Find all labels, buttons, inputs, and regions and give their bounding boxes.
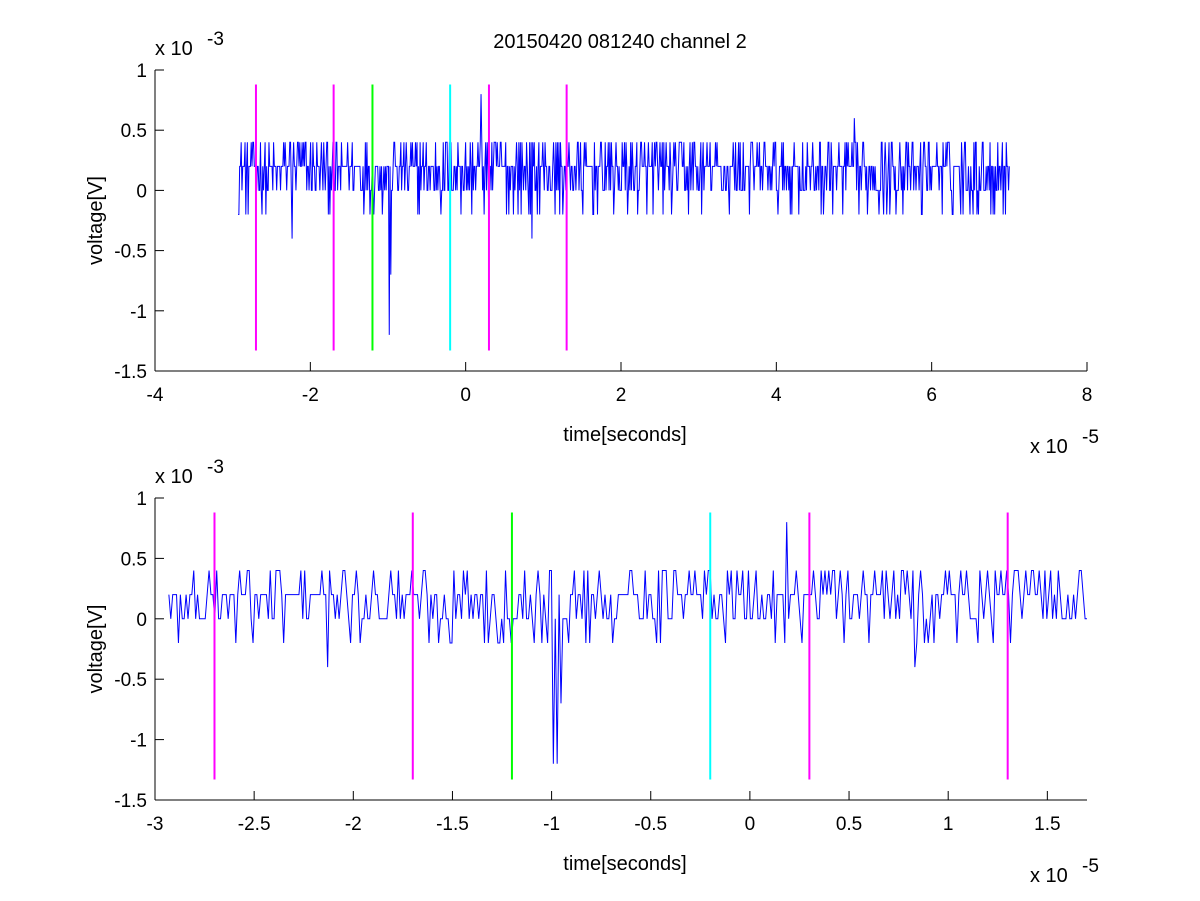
- y-tick-label: 1: [136, 61, 147, 82]
- y-tick-label: -1.5: [114, 791, 147, 812]
- y-tick-label: 1: [136, 489, 147, 510]
- x-tick-label: -1.5: [436, 814, 469, 835]
- bottom-axes: -3 -2.5 -2 -1.5 -1 -0.5 0 0.5 1 1.5 -1.5 -1 -0.5 0 0.5…: [85, 457, 1099, 887]
- y-axis-label: voltage[V]: [85, 605, 107, 694]
- x-tick-label: -3: [147, 814, 164, 835]
- y-tick-label: -1.5: [114, 362, 147, 383]
- x-tick-label: 2: [616, 385, 627, 406]
- y-multiplier: x 10: [155, 466, 193, 488]
- x-axis-label: time[seconds]: [563, 853, 686, 875]
- voltage-trace: [238, 94, 1010, 335]
- y-tick-label: 0: [136, 181, 147, 202]
- y-tick-label: 0.5: [121, 549, 147, 570]
- y-tick-label: -1: [130, 302, 147, 323]
- x-tick-label: -4: [147, 385, 164, 406]
- x-tick-label: -2: [302, 385, 319, 406]
- y-tick-label: 0.5: [121, 121, 147, 142]
- x-tick-label: -1: [543, 814, 560, 835]
- y-tick-label: -0.5: [114, 242, 147, 263]
- x-tick-label: 6: [926, 385, 937, 406]
- x-multiplier-exponent: -5: [1082, 856, 1099, 877]
- x-axis-label: time[seconds]: [563, 424, 686, 446]
- x-multiplier: x 10: [1030, 865, 1068, 887]
- y-axis-label: voltage[V]: [85, 176, 107, 265]
- x-tick-label: -2.5: [238, 814, 271, 835]
- x-tick-label: 0: [745, 814, 756, 835]
- x-tick-label: 4: [771, 385, 782, 406]
- y-multiplier-exponent: -3: [207, 457, 224, 478]
- x-tick-label: -0.5: [634, 814, 667, 835]
- x-multiplier: x 10: [1030, 436, 1068, 458]
- y-tick-label: -1: [130, 731, 147, 752]
- top-axes: -4 -2 0 2 4 6 8 -1.5 -1 -0.5 0 0.5 1 time[seconds] vol…: [85, 29, 1099, 458]
- chart-title: 20150420 081240 channel 2: [493, 31, 747, 53]
- x-tick-label: 8: [1082, 385, 1093, 406]
- y-tick-label: -0.5: [114, 670, 147, 691]
- x-tick-label: 0: [460, 385, 471, 406]
- x-tick-label: 1: [943, 814, 954, 835]
- y-multiplier: x 10: [155, 38, 193, 60]
- x-tick-label: -2: [345, 814, 362, 835]
- x-tick-label: 0.5: [836, 814, 862, 835]
- y-multiplier-exponent: -3: [207, 29, 224, 50]
- x-multiplier-exponent: -5: [1082, 427, 1099, 448]
- y-tick-label: 0: [136, 610, 147, 631]
- voltage-trace: [168, 522, 1087, 764]
- x-tick-label: 1.5: [1034, 814, 1060, 835]
